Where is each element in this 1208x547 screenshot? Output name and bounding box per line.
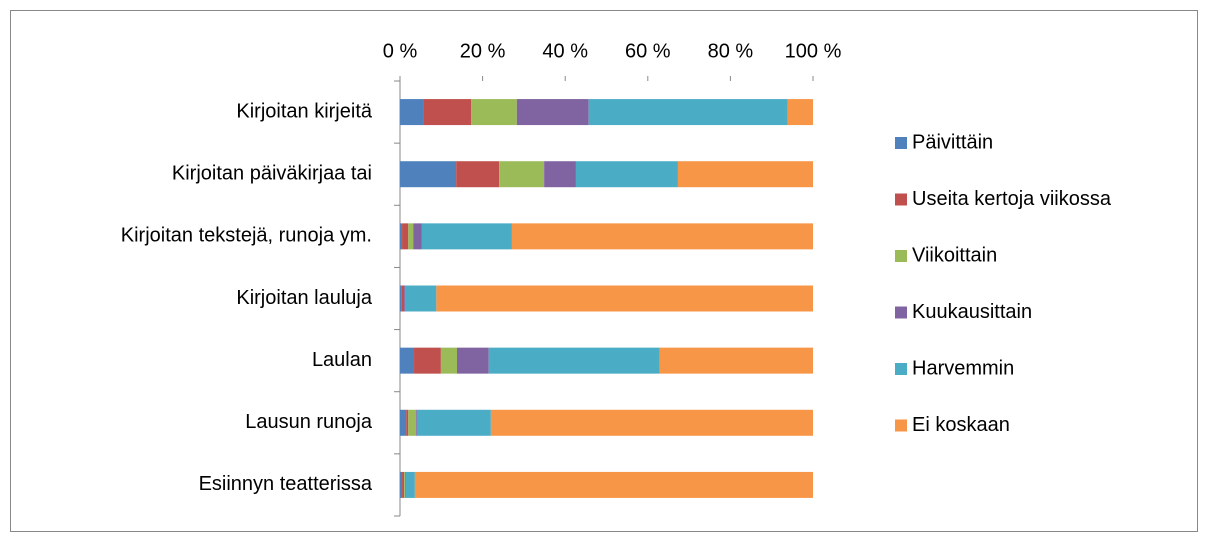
x-tick-label: 40 % [542, 40, 588, 62]
bar-segment [413, 223, 422, 250]
legend-label: Useita kertoja viikossa [912, 188, 1112, 210]
legend-label: Ei koskaan [912, 414, 1010, 436]
x-tick-label: 60 % [625, 40, 671, 62]
bar-segment [588, 99, 788, 126]
bar-segment [544, 161, 576, 188]
y-tick-label: Esiinnyn teatterissa [199, 473, 373, 495]
bar-segment [405, 285, 437, 312]
bar-segment [404, 471, 406, 498]
bar-segment [408, 223, 414, 250]
bar-segment [400, 409, 407, 436]
legend-swatch [895, 137, 907, 149]
bar-segment [404, 471, 405, 498]
y-tick-label: Kirjoitan tekstejä, runoja ym. [121, 225, 372, 247]
bar-segment [787, 99, 813, 126]
legend-swatch [895, 419, 907, 432]
bar-segment [406, 409, 409, 436]
legend-label: Harvemmin [912, 357, 1014, 379]
bar-segment [400, 161, 457, 188]
bar-segment [405, 471, 415, 498]
bar-segment [575, 161, 678, 188]
bar-segment [490, 409, 813, 436]
legend-label: Kuukausittain [912, 301, 1032, 323]
bar-segment [677, 161, 813, 188]
legend-swatch [895, 306, 907, 319]
bar-segment [516, 99, 589, 126]
x-tick-label: 20 % [460, 40, 506, 62]
y-tick-label: Kirjoitan päiväkirjaa tai [172, 162, 372, 184]
bar-segment [416, 409, 491, 436]
legend-label: Viikoittain [912, 244, 997, 266]
x-tick-label: 80 % [708, 40, 754, 62]
bar-segment [488, 347, 660, 374]
legend-label: Päivittäin [912, 131, 993, 153]
bar-segment [402, 471, 405, 498]
bar-segment [400, 347, 415, 374]
x-tick-label: 100 % [785, 40, 842, 62]
bar-segment [511, 223, 813, 250]
legend-swatch [895, 250, 907, 262]
bar-segment [423, 99, 472, 126]
bar-segment [659, 347, 813, 374]
bar-segment [499, 161, 545, 188]
bar-segment [421, 223, 512, 250]
bar-segment [436, 285, 813, 312]
y-tick-label: Lausun runoja [245, 411, 373, 433]
bar-segment [440, 347, 457, 374]
legend-swatch [895, 193, 907, 206]
y-tick-label: Kirjoitan kirjeitä [236, 100, 372, 122]
bar-segment [416, 409, 417, 436]
bar-segment [456, 161, 500, 188]
bar-segment [400, 223, 403, 250]
bar-segment [414, 347, 441, 374]
bar-segment [471, 99, 517, 126]
legend-swatch [895, 363, 907, 375]
bar-segment [400, 285, 402, 312]
bar-segment [408, 409, 417, 436]
bar-segment [400, 99, 424, 126]
x-tick-label: 0 % [383, 40, 418, 62]
y-tick-label: Kirjoitan lauluja [236, 287, 373, 309]
bar-segment [401, 285, 405, 312]
y-tick-label: Laulan [312, 349, 372, 371]
bar-segment [404, 285, 406, 312]
bar-segment [414, 471, 813, 498]
bar-segment [402, 223, 409, 250]
bar-segment [400, 471, 403, 498]
chart-frame [10, 10, 1198, 532]
bar-segment [456, 347, 489, 374]
